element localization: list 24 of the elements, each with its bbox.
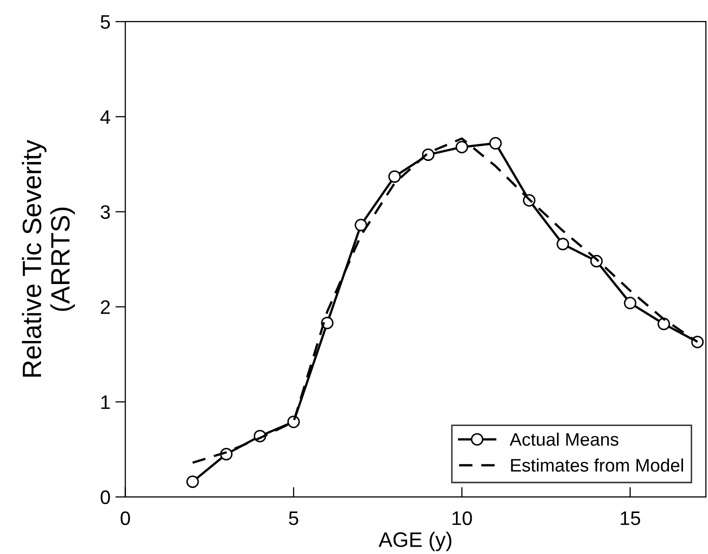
x-tick-label: 5 bbox=[288, 512, 298, 526]
y-tick-label: 2 bbox=[100, 300, 110, 314]
y-tick-label: 3 bbox=[100, 205, 110, 219]
x-axis-title: AGE (y) bbox=[378, 532, 452, 552]
y-axis-title: Relative Tic Severity (ARRTS) bbox=[22, 140, 75, 377]
point bbox=[388, 170, 401, 183]
y-tick-label: 4 bbox=[100, 110, 110, 124]
point bbox=[287, 416, 300, 428]
y-tick-label: 0 bbox=[100, 490, 110, 504]
point bbox=[624, 296, 636, 310]
point bbox=[489, 137, 502, 150]
legend-label: Estimates from Model bbox=[511, 458, 684, 472]
point bbox=[456, 140, 468, 154]
point bbox=[556, 238, 570, 250]
legend-label: Actual Means bbox=[510, 432, 618, 446]
point bbox=[658, 318, 670, 330]
x-tick-label: 15 bbox=[620, 512, 640, 526]
point bbox=[186, 475, 199, 488]
point bbox=[354, 218, 368, 232]
point bbox=[321, 316, 334, 330]
x-tick-label: 10 bbox=[452, 511, 472, 526]
x-tick-label: 0 bbox=[120, 511, 130, 526]
y-tick-label: 1 bbox=[101, 396, 110, 409]
y-tick-label: 5 bbox=[100, 15, 110, 29]
